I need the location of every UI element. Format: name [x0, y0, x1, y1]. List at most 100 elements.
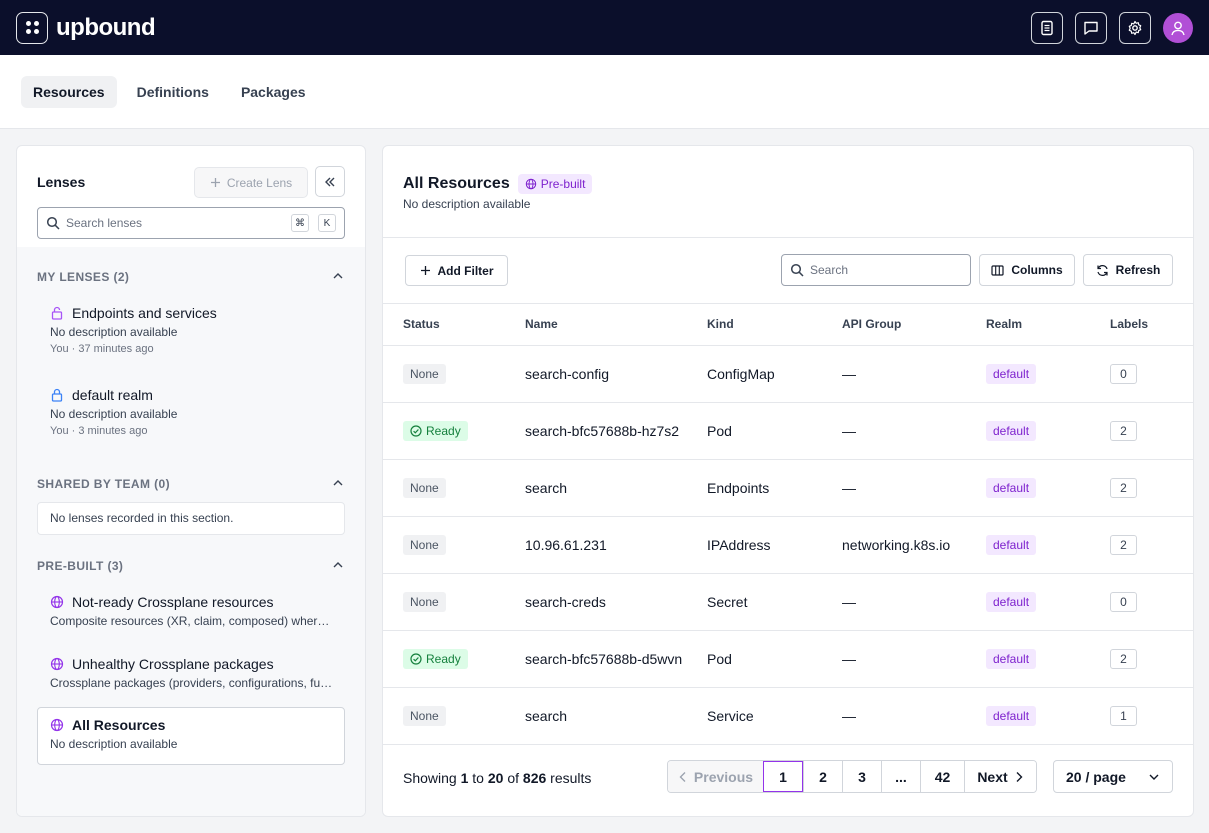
labels-count[interactable]: 1: [1110, 705, 1137, 726]
chevron-up-icon[interactable]: [331, 558, 345, 572]
resource-name[interactable]: search: [525, 459, 707, 517]
lens-name: Not-ready Crossplane resources: [72, 594, 274, 610]
page-button-42[interactable]: 42: [920, 761, 964, 792]
refresh-icon: [1097, 264, 1108, 276]
labels-count[interactable]: 2: [1110, 477, 1137, 498]
refresh-label: Refresh: [1115, 263, 1161, 277]
page-description: No description available: [403, 197, 531, 211]
divider: [383, 303, 1193, 304]
prebuilt-badge: Pre-built: [517, 174, 593, 194]
column-header-name[interactable]: Name: [525, 304, 707, 346]
k-key: K: [318, 214, 336, 232]
settings-button[interactable]: [1119, 11, 1151, 44]
labels-count[interactable]: 0: [1110, 363, 1137, 384]
table-row[interactable]: None search Service — default 1: [383, 687, 1193, 745]
pagination: Previous 1 2 3 ... 42 Next: [667, 760, 1037, 793]
create-lens-label: Create Lens: [226, 175, 293, 190]
chevron-up-icon[interactable]: [331, 476, 345, 490]
avatar[interactable]: [1163, 12, 1193, 43]
table-row[interactable]: None search-creds Secret — default 0: [383, 573, 1193, 631]
column-header-kind[interactable]: Kind: [707, 304, 842, 346]
primary-tabs: Resources Definitions Packages: [0, 55, 1209, 129]
lens-item-endpoints-and-services[interactable]: Endpoints and services No description av…: [37, 305, 345, 355]
status-badge: None: [403, 477, 446, 498]
columns-button[interactable]: Columns: [979, 254, 1075, 286]
resource-name[interactable]: search-creds: [525, 573, 707, 631]
page-button-3[interactable]: 3: [842, 761, 881, 792]
chat-button[interactable]: [1075, 11, 1107, 44]
app-menu-button[interactable]: [16, 11, 48, 44]
resource-name[interactable]: search-config: [525, 345, 707, 403]
table-row[interactable]: None 10.96.61.231 IPAddress networking.k…: [383, 516, 1193, 574]
status-badge: Ready: [403, 648, 468, 669]
labels-count[interactable]: 2: [1110, 534, 1137, 555]
table-header-row: Status Name Kind API Group Realm Labels: [383, 304, 1193, 346]
add-filter-button[interactable]: Add Filter: [405, 255, 508, 286]
columns-label: Columns: [1011, 263, 1063, 277]
realm-badge: default: [986, 477, 1037, 498]
unlock-icon: [51, 306, 63, 320]
tab-resources[interactable]: Resources: [21, 75, 117, 108]
previous-page-button[interactable]: Previous: [668, 761, 763, 792]
chat-icon: [1084, 21, 1098, 35]
status-badge: None: [403, 363, 446, 384]
lens-item-not-ready-crossplane[interactable]: Not-ready Crossplane resources Composite…: [37, 594, 345, 628]
page-size-select[interactable]: 20 / page: [1053, 760, 1173, 793]
resource-kind: IPAddress: [707, 516, 842, 574]
resource-search-input[interactable]: Search: [781, 254, 971, 286]
table-row[interactable]: Ready search-bfc57688b-hz7s2 Pod — defau…: [383, 402, 1193, 460]
docs-icon: [1041, 20, 1053, 35]
column-header-status[interactable]: Status: [383, 304, 525, 346]
resource-name[interactable]: search-bfc57688b-d5wvn: [525, 630, 707, 688]
page-title-text: All Resources: [403, 175, 510, 192]
globe-icon: [50, 718, 64, 732]
resource-api-group: networking.k8s.io: [842, 516, 986, 574]
chevron-up-icon[interactable]: [331, 269, 345, 283]
labels-count[interactable]: 2: [1110, 420, 1137, 441]
resource-api-group: —: [842, 630, 986, 688]
labels-count[interactable]: 2: [1110, 648, 1137, 669]
table-row[interactable]: None search Endpoints — default 2: [383, 459, 1193, 517]
realm-badge: default: [986, 363, 1037, 384]
docs-button[interactable]: [1031, 11, 1063, 44]
collapse-panel-button[interactable]: [315, 166, 345, 197]
resource-name[interactable]: search-bfc57688b-hz7s2: [525, 402, 707, 460]
resource-kind: ConfigMap: [707, 345, 842, 403]
lens-item-all-resources[interactable]: All Resources No description available: [37, 707, 345, 765]
page-button-2[interactable]: 2: [803, 761, 842, 792]
tab-packages[interactable]: Packages: [240, 83, 306, 100]
resource-kind: Pod: [707, 402, 842, 460]
resource-kind: Pod: [707, 630, 842, 688]
plus-icon: [420, 266, 430, 275]
column-header-realm[interactable]: Realm: [986, 304, 1110, 346]
lens-description: No description available: [50, 325, 178, 339]
divider: [383, 237, 1193, 238]
resource-name[interactable]: 10.96.61.231: [525, 516, 707, 574]
lens-description: Composite resources (XR, claim, composed…: [50, 614, 333, 628]
lens-item-unhealthy-crossplane-packages[interactable]: Unhealthy Crossplane packages Crossplane…: [37, 656, 345, 690]
page-ellipsis[interactable]: ...: [881, 761, 920, 792]
resource-api-group: —: [842, 459, 986, 517]
upbound-logo[interactable]: upbound: [56, 13, 156, 41]
resource-kind: Endpoints: [707, 459, 842, 517]
lens-description: No description available: [50, 407, 178, 421]
tab-definitions[interactable]: Definitions: [136, 83, 209, 100]
lens-item-default-realm[interactable]: default realm No description available Y…: [37, 387, 345, 437]
table-row[interactable]: None search-config ConfigMap — default 0: [383, 345, 1193, 403]
gear-icon: [1128, 20, 1142, 35]
column-header-labels[interactable]: Labels: [1110, 304, 1193, 346]
table-row[interactable]: Ready search-bfc57688b-d5wvn Pod — defau…: [383, 630, 1193, 688]
prebuilt-badge-label: Pre-built: [540, 177, 586, 191]
create-lens-button[interactable]: Create Lens: [194, 167, 308, 198]
next-page-button[interactable]: Next: [964, 761, 1036, 792]
resource-name[interactable]: search: [525, 687, 707, 745]
page-button-1[interactable]: 1: [763, 761, 803, 792]
search-icon: [46, 216, 60, 230]
realm-badge: default: [986, 534, 1037, 555]
refresh-button[interactable]: Refresh: [1083, 254, 1173, 286]
resource-kind: Secret: [707, 573, 842, 631]
column-header-api-group[interactable]: API Group: [842, 304, 986, 346]
lens-search-input[interactable]: Search lenses ⌘ K: [37, 207, 345, 239]
resource-api-group: —: [842, 345, 986, 403]
labels-count[interactable]: 0: [1110, 591, 1137, 612]
